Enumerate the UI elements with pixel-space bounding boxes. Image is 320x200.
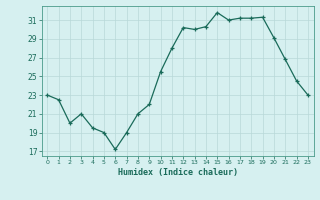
X-axis label: Humidex (Indice chaleur): Humidex (Indice chaleur): [118, 168, 237, 177]
